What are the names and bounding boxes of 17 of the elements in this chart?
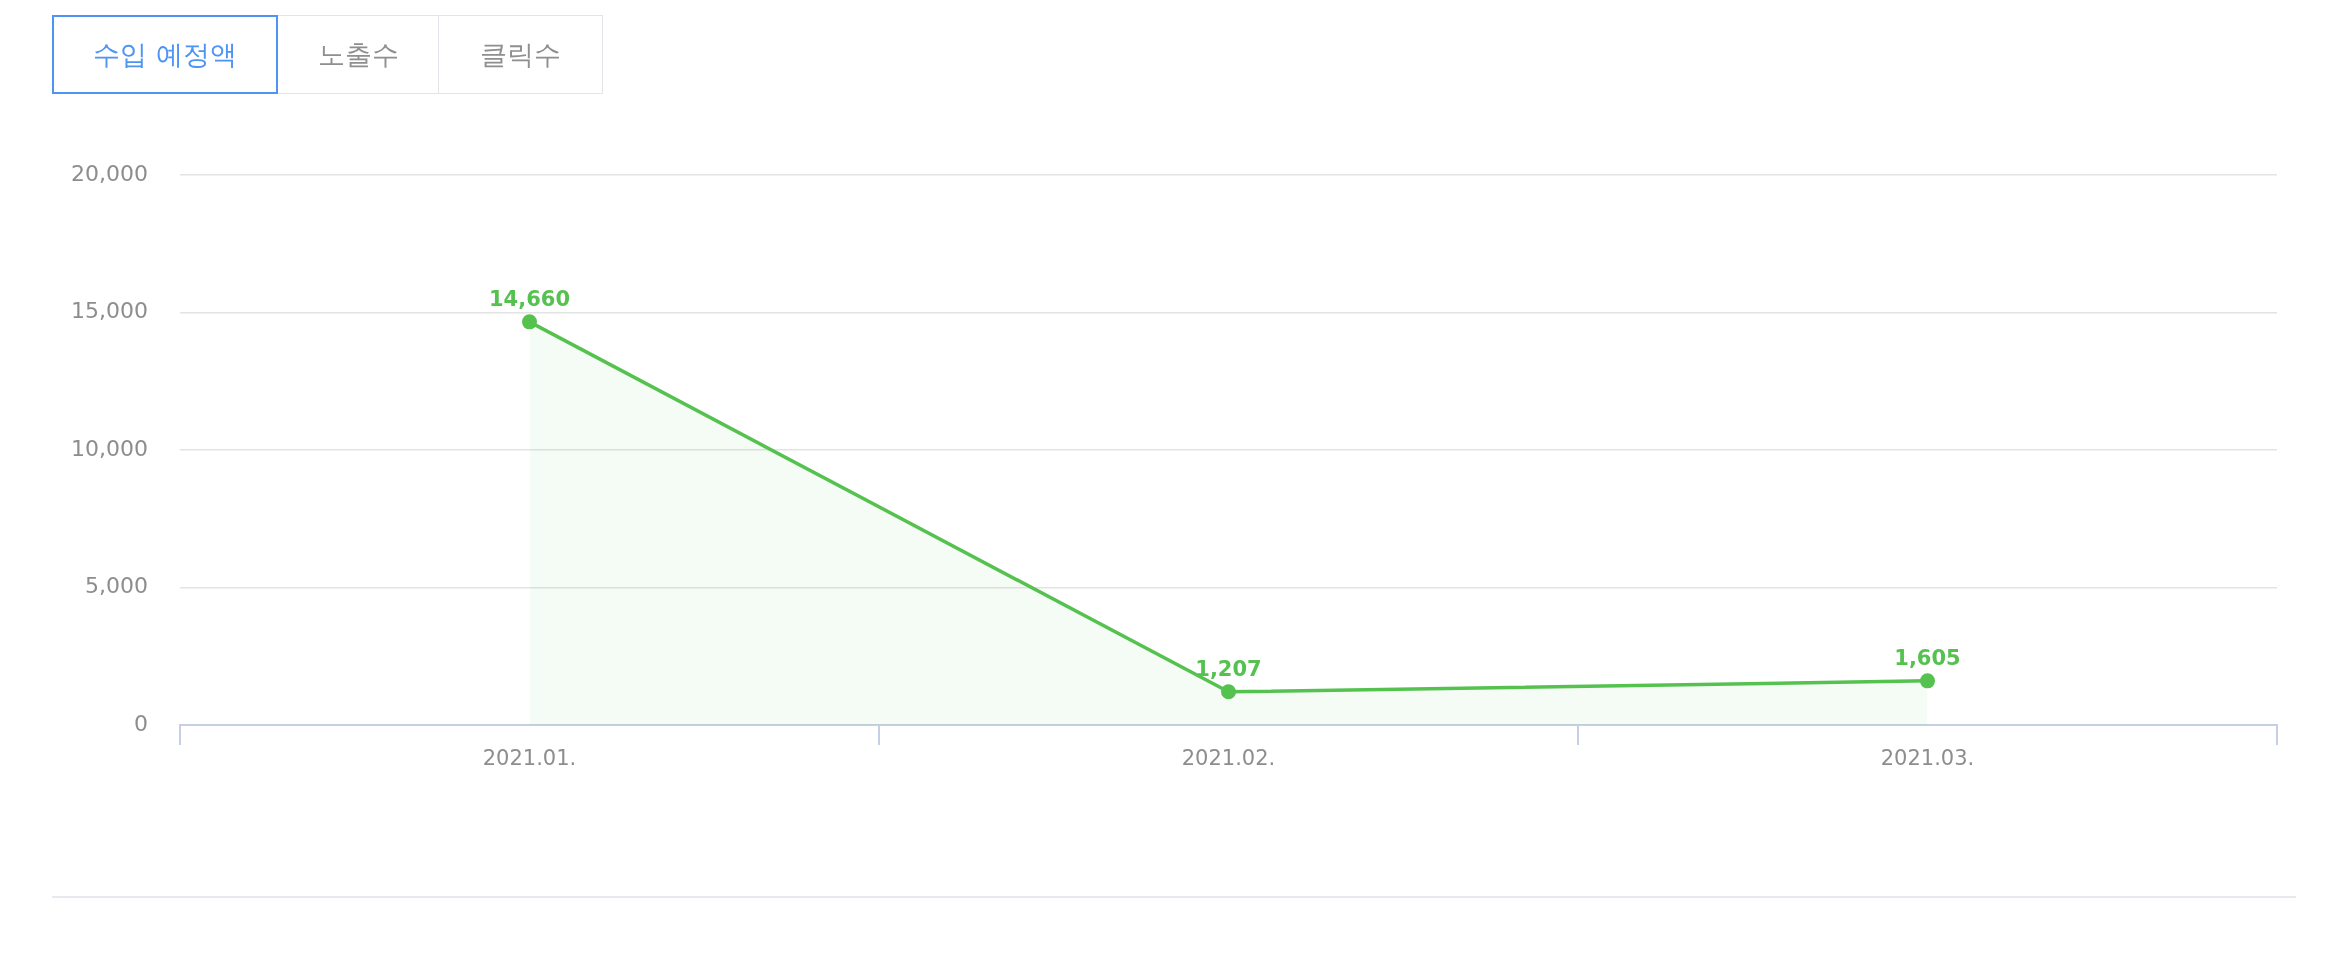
tab: 클릭수 [438,15,603,94]
data-label: 14,660 [488,286,571,311]
x-tick-label: 2021.02. [1181,746,1276,771]
y-tick-label: 5,000 [85,573,148,599]
tab: 수입 예정액 [52,15,278,94]
point [1920,673,1935,689]
data-label: 1,207 [1195,656,1262,681]
y-tick-label: 10,000 [71,435,148,461]
y-tick-label: 15,000 [71,298,148,324]
y-tick-label: 20,000 [71,160,148,186]
x-tick-label: 2021.03. [1880,746,1975,771]
point [1221,684,1236,700]
y-tick-label: 0 [134,710,148,736]
tab: 노출수 [277,15,439,94]
data-label: 1,605 [1894,645,1961,670]
point [522,314,537,330]
x-tick-label: 2021.01. [482,746,577,771]
